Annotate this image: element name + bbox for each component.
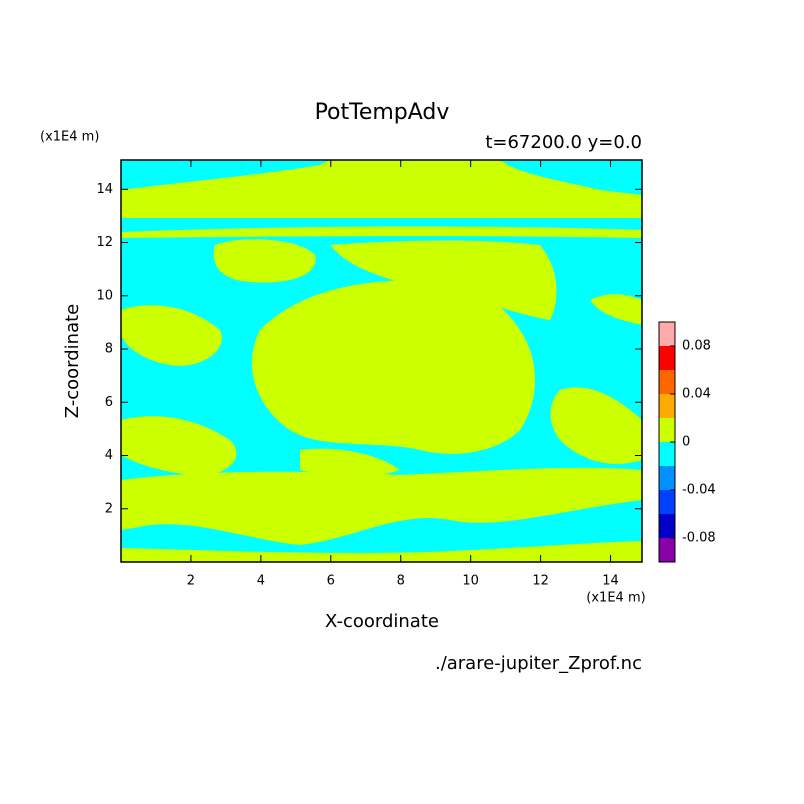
- contour-region: [121, 200, 642, 218]
- x-tick-label: 10: [462, 574, 479, 589]
- colorbar-swatch: [659, 442, 675, 466]
- colorbar-tick-label: 0.08: [682, 339, 711, 354]
- contour-field: [121, 160, 642, 562]
- colorbar-swatch: [659, 322, 675, 346]
- x-tick-label: 12: [532, 574, 549, 589]
- source-file: ./arare-jupiter_Zprof.nc: [435, 653, 642, 674]
- colorbar-tick-label: -0.04: [682, 483, 716, 498]
- colorbar-swatch: [659, 538, 675, 562]
- contour-regions: [121, 160, 642, 562]
- chart-subtitle: t=67200.0 y=0.0: [485, 132, 642, 153]
- y-tick-label: 10: [96, 288, 113, 303]
- chart-title: PotTempAdv: [315, 100, 450, 125]
- y-unit: (x1E4 m): [40, 130, 99, 145]
- y-tick-label: 12: [96, 235, 113, 250]
- contour-region: [330, 240, 557, 320]
- x-tick-label: 4: [257, 574, 265, 589]
- y-tick-label: 6: [105, 395, 113, 410]
- colorbar-swatch: [659, 490, 675, 514]
- colorbar-swatch: [659, 418, 675, 442]
- x-unit: (x1E4 m): [586, 591, 645, 606]
- y-tick-label: 8: [105, 342, 113, 357]
- contour-region: [251, 280, 535, 454]
- colorbar-swatch: [659, 370, 675, 394]
- colorbar-swatch: [659, 394, 675, 418]
- contour-region: [121, 467, 642, 545]
- y-tick-label: 14: [96, 182, 113, 197]
- colorbar-tick-label: -0.08: [682, 531, 716, 546]
- contour-region: [121, 416, 237, 476]
- y-axis-label: Z-coordinate: [62, 304, 83, 419]
- x-tick-label: 2: [187, 574, 195, 589]
- colorbar-tick-label: 0.04: [682, 387, 711, 402]
- x-tick-label: 14: [602, 574, 619, 589]
- contour-region: [590, 294, 642, 325]
- contour-region: [213, 239, 316, 283]
- contour-region: [121, 160, 642, 200]
- contour-region: [121, 541, 642, 562]
- x-tick-label: 6: [327, 574, 335, 589]
- y-tick-label: 4: [105, 448, 113, 463]
- colorbar-tick-label: 0: [682, 435, 690, 450]
- x-axis-label: X-coordinate: [325, 611, 439, 632]
- contour-region: [121, 305, 222, 366]
- contour-region: [121, 226, 642, 238]
- colorbar-swatch: [659, 514, 675, 538]
- contour-region: [550, 387, 642, 464]
- plot-frame: [120, 159, 643, 563]
- y-tick-label: 2: [105, 501, 113, 516]
- contour-region: [300, 448, 400, 477]
- colorbar-swatch: [659, 466, 675, 490]
- x-tick-label: 8: [397, 574, 405, 589]
- colorbar-swatch: [659, 346, 675, 370]
